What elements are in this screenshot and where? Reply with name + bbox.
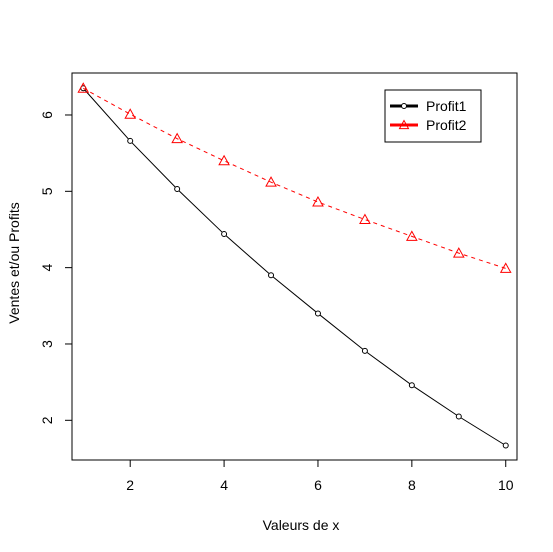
x-tick-label: 4 bbox=[220, 477, 228, 493]
y-tick-label: 5 bbox=[39, 187, 55, 195]
legend-marker bbox=[398, 119, 410, 130]
data-point bbox=[361, 347, 368, 354]
data-point bbox=[124, 108, 137, 119]
data-point bbox=[452, 247, 465, 258]
legend-label: Profit1 bbox=[426, 98, 467, 114]
data-point bbox=[171, 132, 183, 144]
data-point bbox=[455, 413, 462, 420]
x-tick-label: 10 bbox=[498, 477, 514, 493]
x-axis: 2 4 6 8 10 bbox=[126, 460, 514, 493]
plot-frame bbox=[71, 72, 518, 461]
data-point bbox=[174, 186, 181, 193]
data-point bbox=[408, 382, 415, 389]
x-axis-title: Valeurs de x bbox=[263, 517, 340, 533]
data-point bbox=[359, 213, 371, 225]
data-point bbox=[406, 230, 418, 241]
x-tick-label: 6 bbox=[314, 477, 322, 493]
y-tick-label: 4 bbox=[39, 264, 55, 272]
y-axis-title: Ventes et/ou Profits bbox=[6, 202, 22, 323]
data-point bbox=[502, 442, 509, 449]
data-point bbox=[265, 176, 277, 187]
legend-marker bbox=[401, 103, 407, 109]
data-point bbox=[218, 154, 230, 166]
series-line bbox=[82, 87, 506, 446]
y-tick-label: 6 bbox=[39, 111, 55, 119]
series-profit2 bbox=[77, 82, 512, 273]
series-line bbox=[83, 87, 506, 269]
x-tick-label: 2 bbox=[126, 477, 134, 493]
data-point bbox=[314, 310, 321, 317]
legend-label: Profit2 bbox=[426, 117, 467, 133]
legend: Profit1 Profit2 bbox=[384, 89, 482, 143]
y-tick-label: 3 bbox=[39, 340, 55, 348]
data-point bbox=[268, 272, 275, 279]
data-point bbox=[499, 262, 512, 273]
data-point bbox=[221, 231, 228, 238]
x-tick-label: 8 bbox=[408, 477, 416, 493]
data-point bbox=[77, 82, 90, 93]
y-axis: 2 3 4 5 6 bbox=[39, 111, 72, 424]
legend-box bbox=[384, 89, 482, 143]
y-tick-label: 2 bbox=[39, 416, 55, 424]
data-point bbox=[312, 195, 324, 207]
series-layer bbox=[77, 82, 512, 449]
data-point bbox=[127, 137, 134, 144]
